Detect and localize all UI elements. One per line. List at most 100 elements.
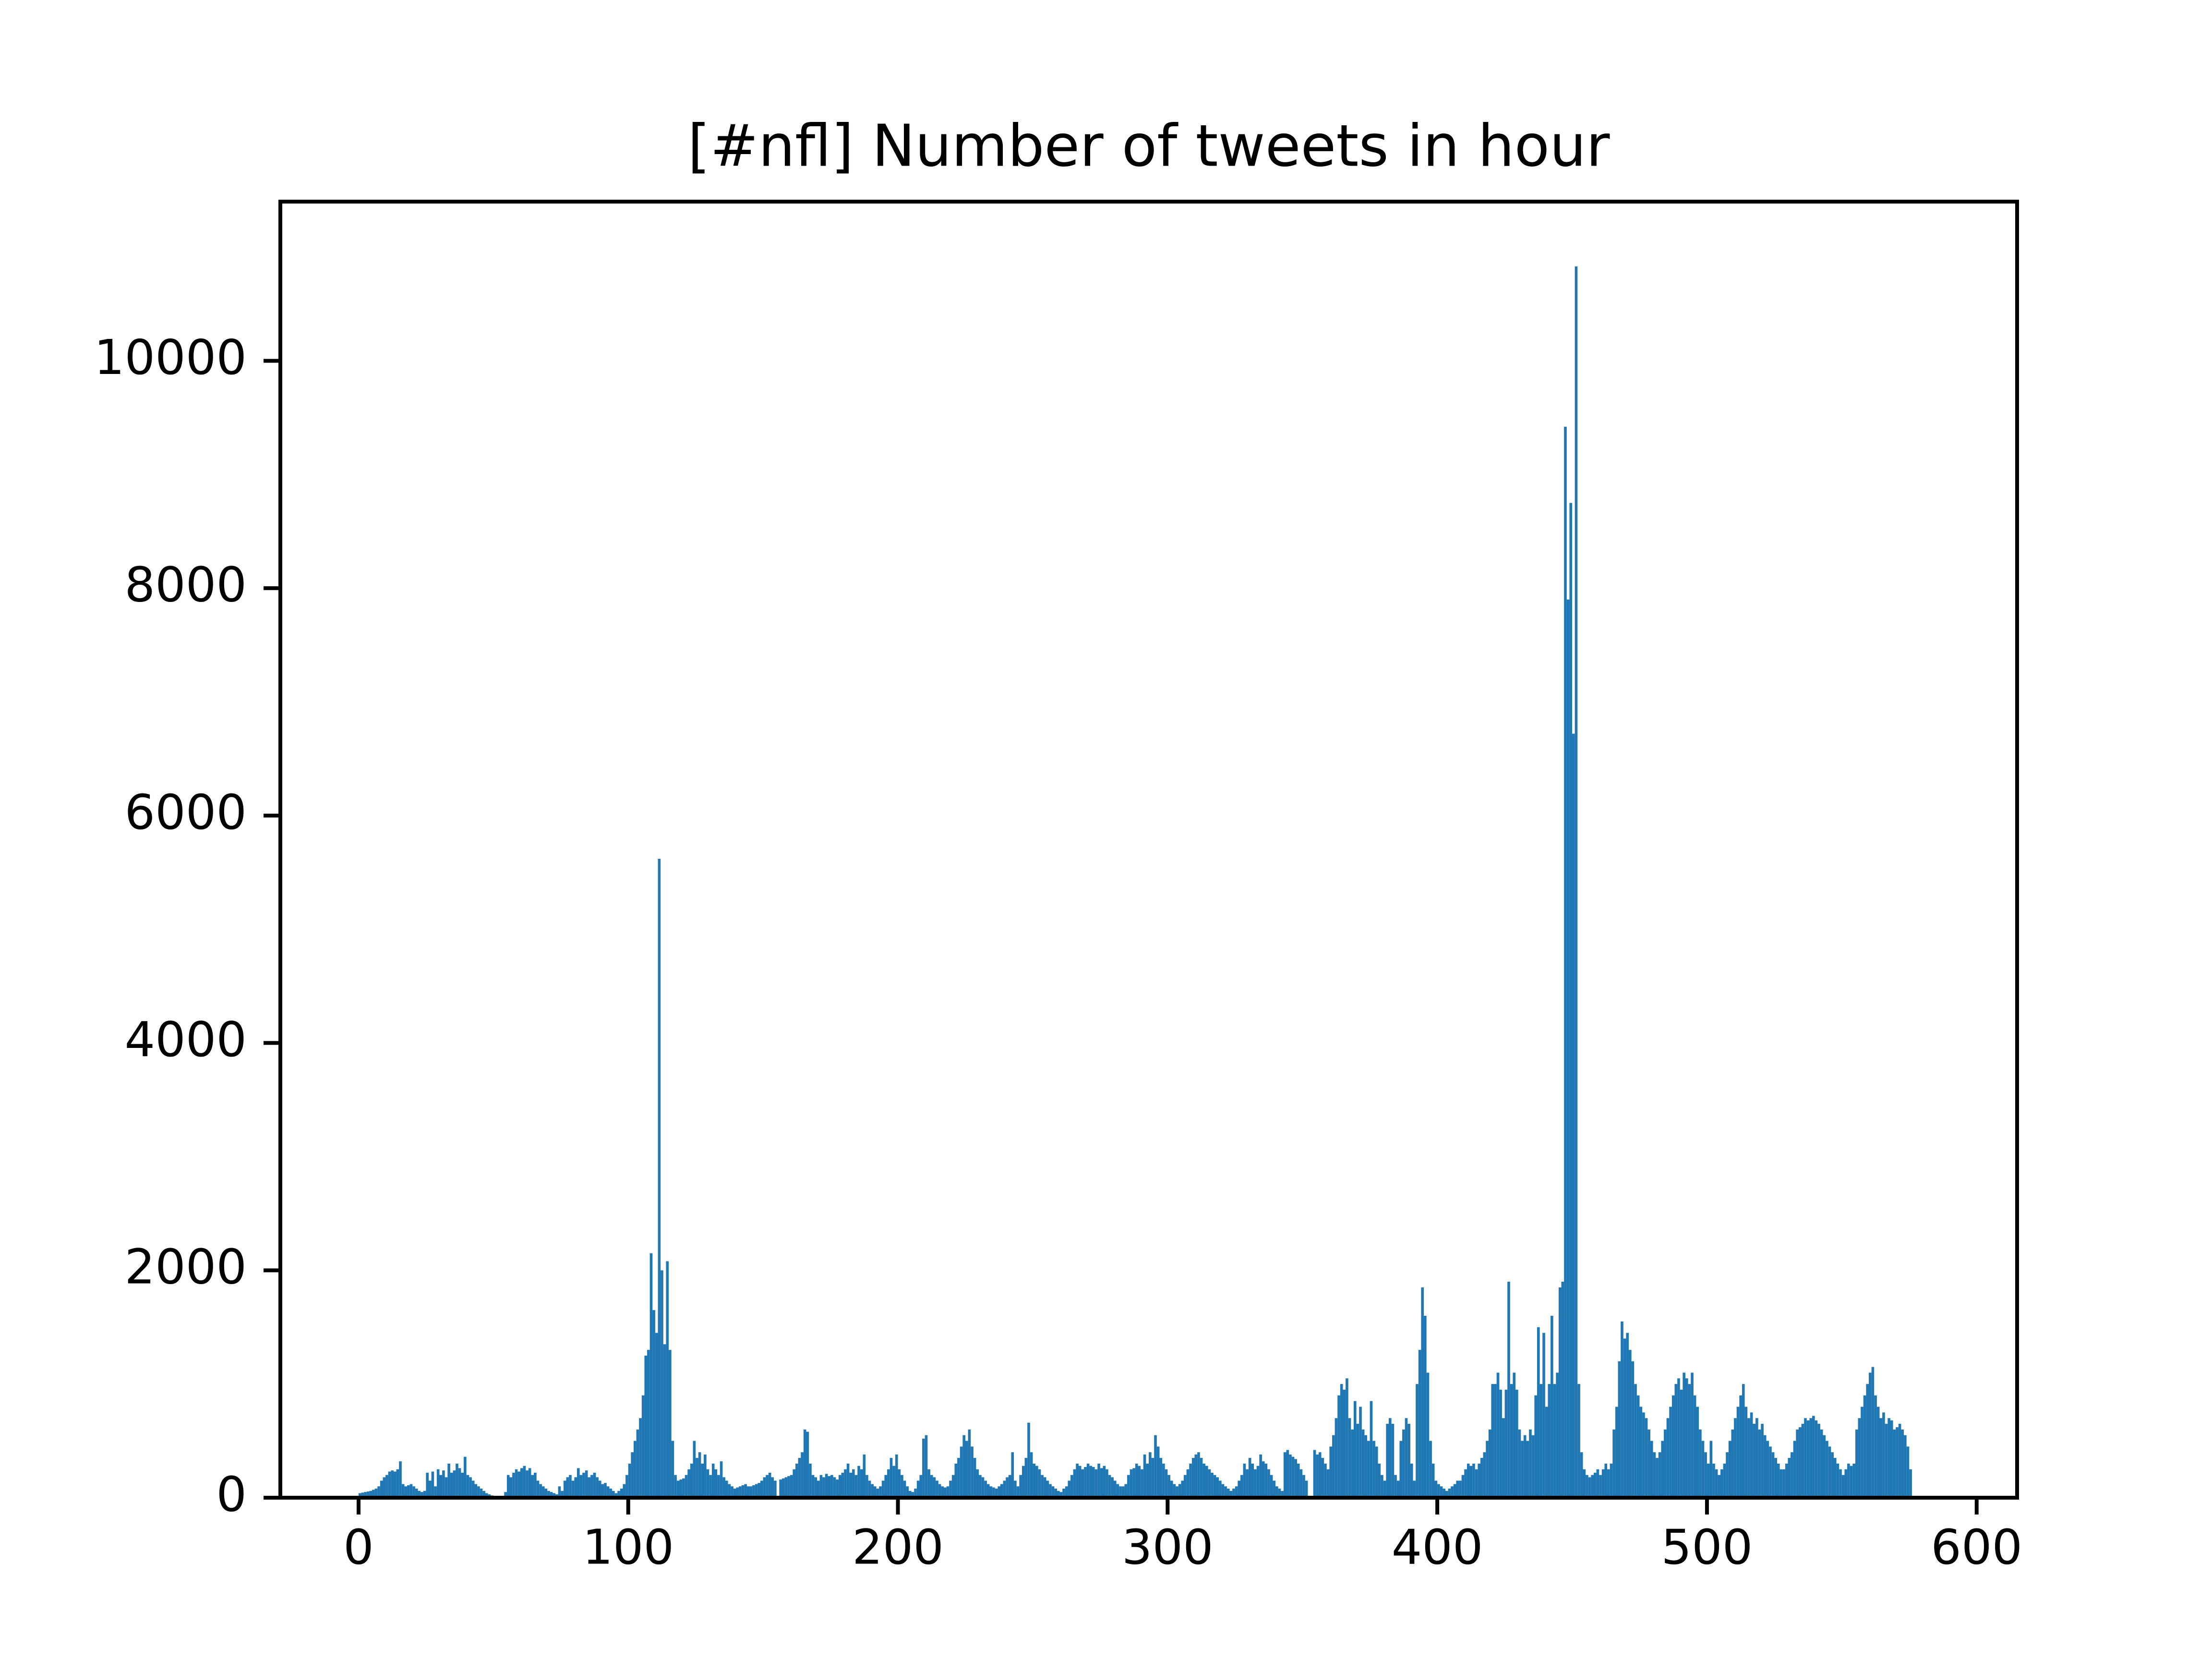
bar: [968, 1429, 971, 1498]
bar: [965, 1441, 968, 1498]
bar: [1596, 1469, 1599, 1498]
bar: [1836, 1463, 1839, 1498]
bar: [1116, 1484, 1119, 1498]
bar: [1774, 1458, 1777, 1498]
bar: [1817, 1424, 1820, 1498]
bar: [534, 1472, 537, 1498]
bar: [1364, 1435, 1368, 1498]
bar: [374, 1489, 378, 1498]
x-tick-label: 0: [343, 1519, 374, 1575]
bar: [1062, 1489, 1065, 1498]
bar: [1389, 1418, 1392, 1498]
bar: [1108, 1475, 1111, 1498]
bar: [1755, 1418, 1758, 1498]
bar: [1407, 1424, 1410, 1498]
bar: [1086, 1463, 1090, 1498]
bar: [1424, 1316, 1427, 1498]
y-tick-label: 10000: [94, 329, 247, 385]
bar: [1394, 1475, 1397, 1498]
bar: [1251, 1463, 1254, 1498]
x-tick-label: 500: [1661, 1519, 1753, 1575]
bar: [895, 1455, 898, 1498]
bar: [1545, 1407, 1548, 1498]
bar: [1634, 1384, 1637, 1498]
bar: [1049, 1484, 1052, 1498]
bar: [1226, 1489, 1230, 1498]
bar: [806, 1431, 809, 1498]
bar: [1124, 1484, 1128, 1498]
bar: [1343, 1390, 1346, 1498]
bar: [1763, 1435, 1767, 1498]
bar: [711, 1463, 715, 1498]
bar: [393, 1471, 397, 1498]
bar: [1076, 1463, 1079, 1498]
bar: [1534, 1395, 1537, 1498]
bar: [1844, 1469, 1848, 1498]
bar: [919, 1475, 923, 1498]
bar: [798, 1458, 801, 1498]
bar: [1650, 1441, 1653, 1498]
bar: [1744, 1407, 1748, 1498]
bar: [520, 1468, 523, 1498]
bar: [1065, 1486, 1068, 1498]
bar: [766, 1475, 769, 1498]
bar: [391, 1470, 394, 1498]
bar: [1289, 1455, 1292, 1498]
bar: [1170, 1480, 1173, 1498]
bar: [579, 1475, 583, 1498]
bar: [1132, 1468, 1135, 1498]
bar: [1820, 1429, 1823, 1498]
bar: [1205, 1466, 1208, 1498]
bar: [944, 1487, 947, 1498]
chart-title: [#nfl] Number of tweets in hour: [688, 113, 1611, 180]
bar: [863, 1455, 866, 1498]
bar: [431, 1471, 434, 1498]
bar: [868, 1480, 871, 1498]
bar: [485, 1493, 488, 1498]
bar: [1656, 1458, 1659, 1498]
bar: [658, 858, 661, 1498]
x-tick-label: 300: [1122, 1519, 1214, 1575]
y-tick-label: 8000: [125, 557, 247, 613]
bar: [768, 1472, 771, 1498]
bar: [1621, 1321, 1623, 1498]
bar: [1361, 1429, 1365, 1498]
bar: [544, 1489, 548, 1498]
y-tick-label: 2000: [125, 1239, 247, 1295]
bar: [1847, 1463, 1850, 1498]
bar: [1291, 1456, 1295, 1498]
bar: [1804, 1418, 1807, 1498]
bar: [844, 1469, 847, 1498]
bar: [733, 1489, 736, 1498]
bar: [1488, 1429, 1491, 1498]
bar: [1378, 1463, 1381, 1498]
bar: [1558, 1287, 1562, 1498]
bar: [674, 1475, 677, 1498]
bar: [1451, 1486, 1454, 1498]
bar: [1494, 1384, 1497, 1498]
bar: [606, 1486, 610, 1498]
bar: [1869, 1372, 1872, 1498]
bar: [852, 1469, 855, 1498]
bar: [593, 1472, 596, 1498]
bar: [1200, 1458, 1203, 1498]
bar: [471, 1480, 475, 1498]
bar: [1855, 1429, 1858, 1498]
bar: [989, 1486, 993, 1498]
bar: [1696, 1407, 1699, 1498]
bar: [908, 1491, 912, 1498]
bar: [466, 1475, 469, 1498]
bar: [1626, 1333, 1629, 1498]
bar: [1176, 1486, 1178, 1498]
bar: [1156, 1446, 1160, 1498]
bar: [871, 1484, 874, 1498]
bar: [1669, 1407, 1672, 1498]
bar: [582, 1472, 585, 1498]
bar: [951, 1475, 955, 1498]
bar: [1588, 1477, 1591, 1498]
bar: [436, 1469, 440, 1498]
bar: [1256, 1466, 1260, 1498]
bar: [1593, 1472, 1597, 1498]
bar: [1324, 1463, 1327, 1498]
bar: [1896, 1427, 1899, 1498]
